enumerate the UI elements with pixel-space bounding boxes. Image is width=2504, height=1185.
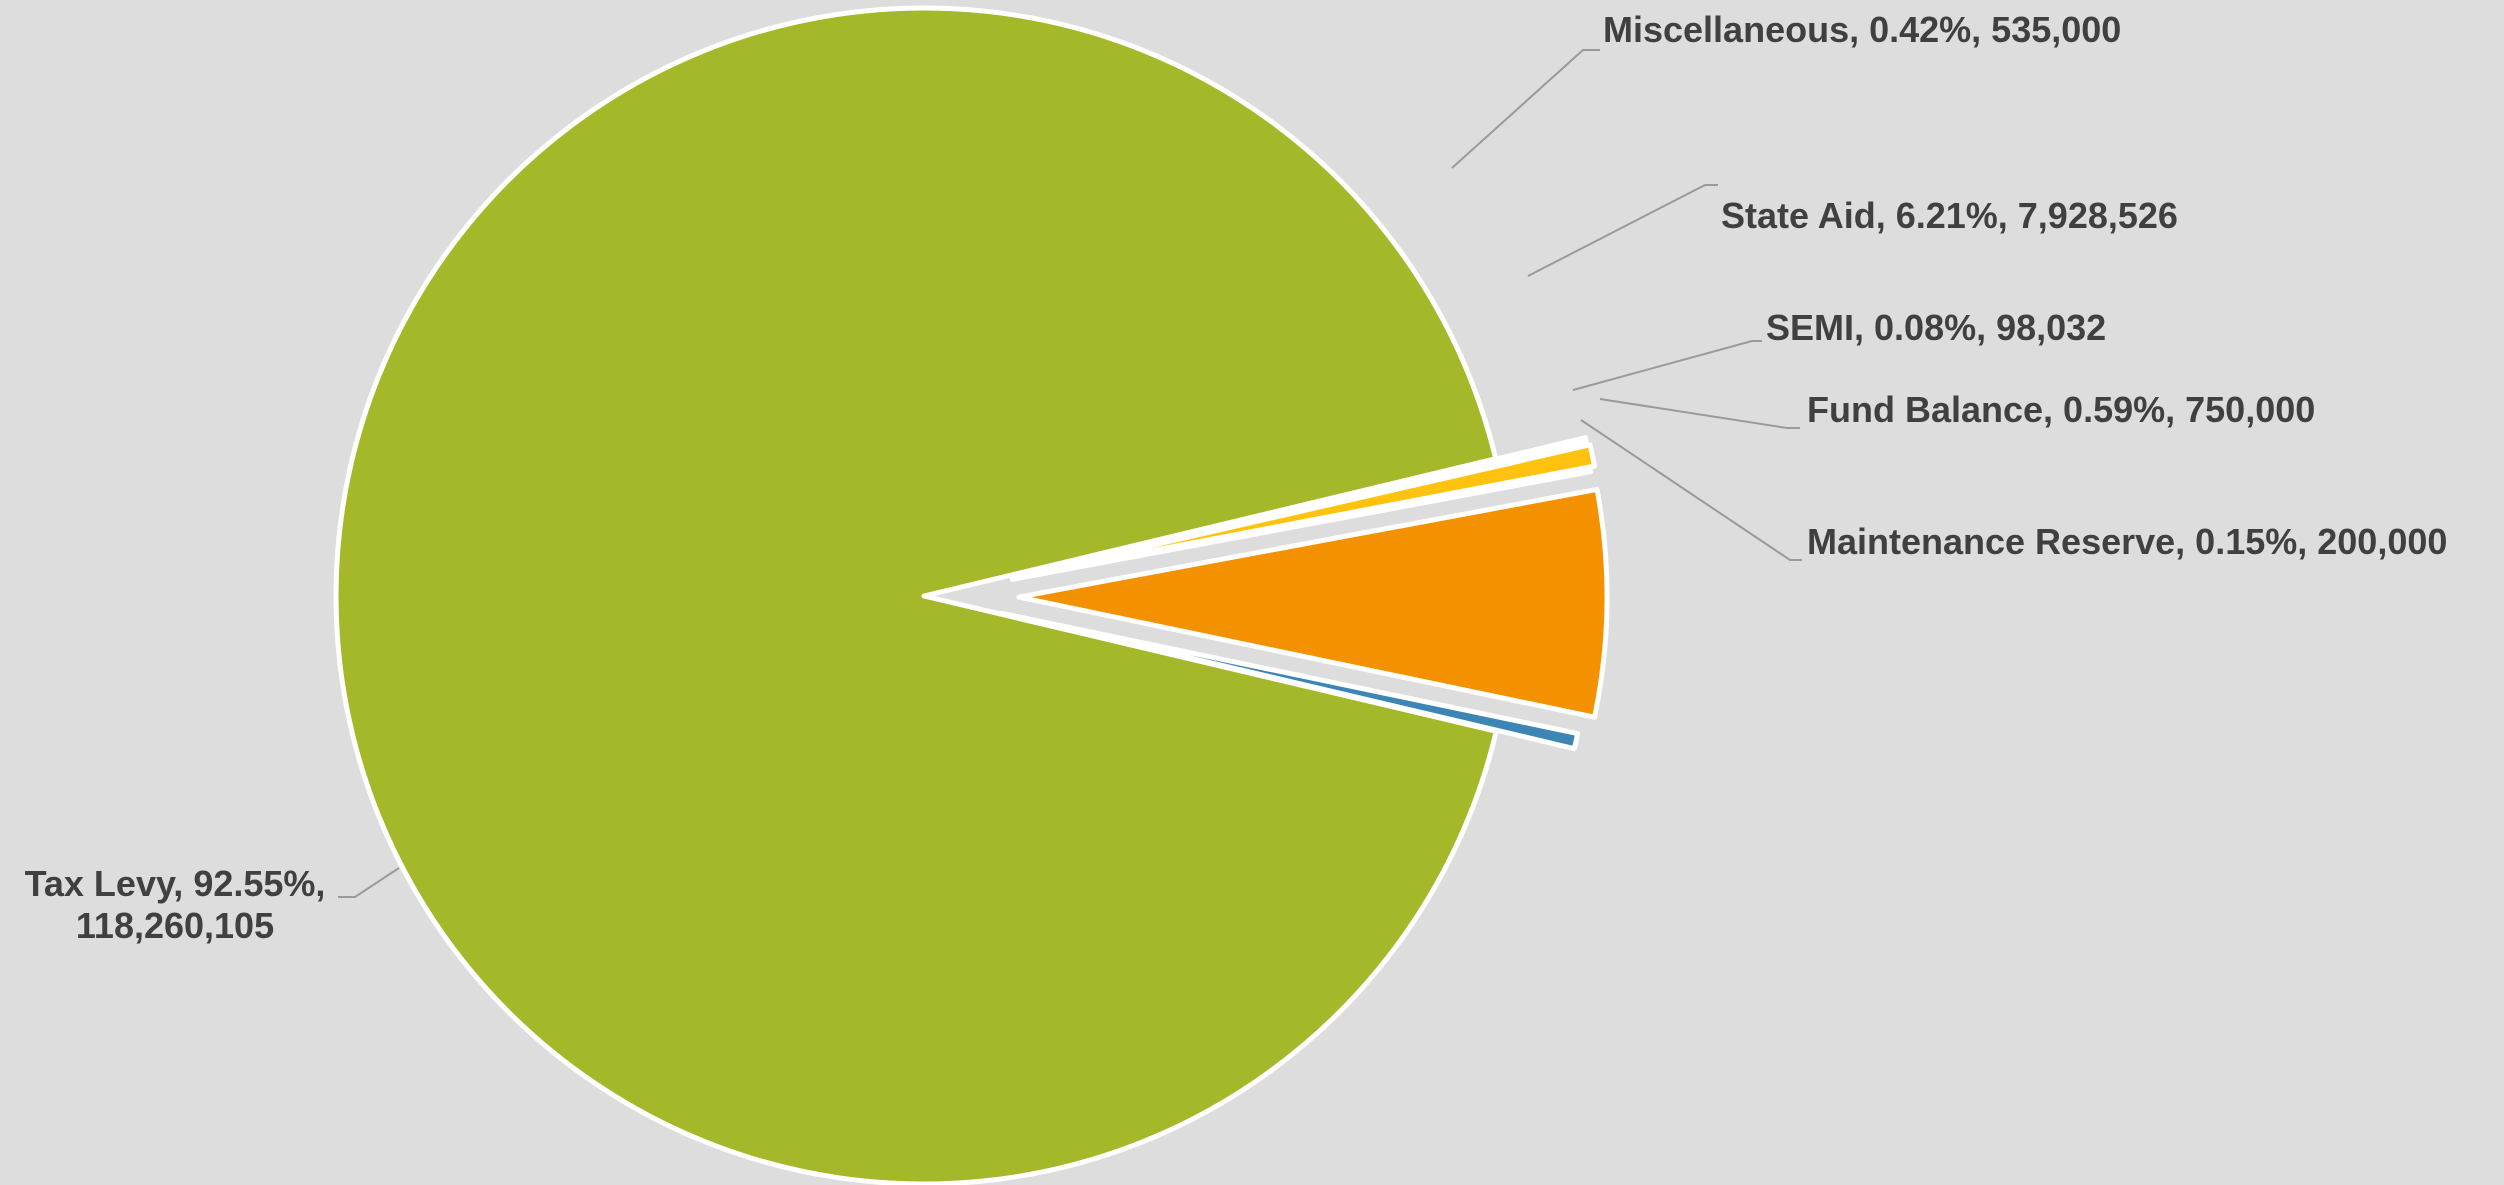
leader-lines (338, 49, 1802, 898)
data-label-fund-balance: Fund Balance, 0.59%, 750,000 (1807, 389, 2315, 430)
pie-slices (333, 5, 1610, 1185)
data-label-miscellaneous: Miscellaneous, 0.42%, 535,000 (1603, 9, 2121, 50)
pie-slice-maintenance-reserve (1011, 435, 1590, 578)
leader-line-tax-levy (338, 867, 400, 898)
data-label-tax-levy: Tax Levy, 92.55%, (25, 863, 326, 904)
pie-slice-miscellaneous (999, 610, 1581, 752)
pie-slice-tax-levy (333, 5, 1499, 1185)
data-label-semi: SEMI, 0.08%, 98,032 (1766, 307, 2106, 348)
leader-line-semi (1572, 340, 1762, 391)
pie-slice-state-aid (1016, 486, 1610, 720)
leader-line-maintenance-reserve (1580, 419, 1802, 561)
data-label-tax-levy-value: 118,260,105 (76, 905, 274, 946)
data-label-state-aid: State Aid, 6.21%, 7,928,526 (1721, 195, 2178, 236)
leader-line-fund-balance (1599, 398, 1800, 429)
data-label-maintenance-reserve: Maintenance Reserve, 0.15%, 200,000 (1807, 521, 2447, 562)
leader-line-miscellaneous (1451, 49, 1600, 169)
leader-line-state-aid (1527, 184, 1718, 277)
